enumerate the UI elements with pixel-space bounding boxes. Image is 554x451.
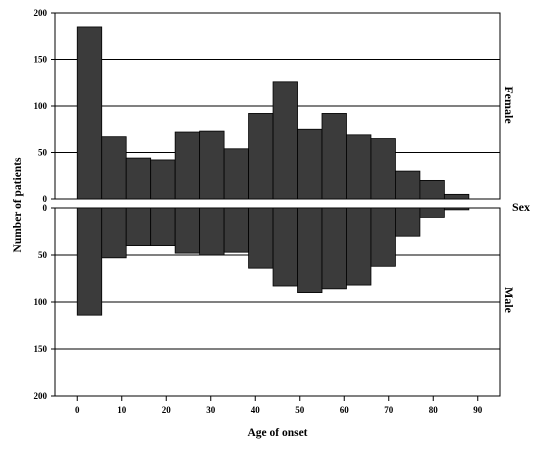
x-axis-title: Age of onset (247, 427, 307, 439)
x-axis: 0 10 20 30 40 50 60 70 80 90 (75, 396, 483, 415)
y-tick-label-male-150: 150 (34, 344, 48, 354)
x-tick-label-80: 80 (429, 405, 439, 415)
bar-male-0 (76, 207, 103, 316)
bar-male-1 (101, 207, 127, 259)
x-tick-label-20: 20 (162, 405, 172, 415)
bar-female-5 (199, 130, 225, 200)
y-tick-label-male-100: 100 (34, 297, 48, 307)
bar-male-7 (248, 207, 274, 269)
panel-male: 0 50 100 150 200 (34, 203, 501, 401)
x-tick-label-10: 10 (117, 405, 127, 415)
bar-male-13 (395, 207, 421, 237)
x-tick-label-60: 60 (340, 405, 350, 415)
bar-male-8 (272, 207, 298, 287)
bar-female-1 (101, 136, 127, 200)
bar-male-5 (199, 207, 225, 256)
bar-female-15 (443, 193, 470, 200)
bar-male-15 (443, 207, 470, 211)
y-tick-label-female-50: 50 (38, 148, 48, 158)
bar-male-10 (321, 207, 347, 290)
bar-female-0 (76, 26, 103, 200)
bar-female-8 (272, 81, 298, 200)
bar-female-12 (370, 138, 396, 200)
bar-male-9 (297, 207, 323, 293)
bar-female-4 (174, 131, 201, 200)
bar-male-2 (125, 207, 152, 246)
y-tick-label-female-100: 100 (34, 101, 48, 111)
bar-female-9 (297, 128, 323, 200)
y-tick-label-female-150: 150 (34, 55, 48, 65)
bar-male-6 (223, 207, 249, 253)
bar-male-11 (346, 207, 372, 286)
facet-label-female: Female (502, 86, 516, 124)
bar-male-14 (419, 207, 445, 218)
bar-female-14 (419, 179, 445, 200)
x-tick-label-40: 40 (251, 405, 261, 415)
y-tick-label-female-0: 0 (43, 194, 48, 204)
y-tick-label-male-50: 50 (38, 250, 48, 260)
bar-female-7 (248, 113, 274, 200)
panel-female: 0 50 100 150 200 (34, 8, 501, 204)
bar-female-11 (346, 134, 372, 200)
bar-male-3 (150, 207, 176, 246)
facet-title: Sex (512, 200, 530, 214)
x-tick-label-0: 0 (75, 405, 80, 415)
x-tick-label-70: 70 (384, 405, 394, 415)
bar-female-2 (125, 157, 152, 200)
y-tick-label-male-200: 200 (34, 391, 48, 401)
bar-female-10 (321, 113, 347, 200)
y-axis-title: Number of patients (12, 157, 24, 253)
facet-label-male: Male (502, 287, 516, 314)
x-tick-label-30: 30 (206, 405, 216, 415)
bar-female-13 (395, 170, 421, 200)
bar-female-6 (223, 148, 249, 200)
y-tick-label-female-200: 200 (34, 8, 48, 18)
bar-male-4 (174, 207, 201, 254)
x-tick-label-90: 90 (473, 405, 483, 415)
bar-female-3 (150, 159, 176, 200)
bar-male-12 (370, 207, 396, 267)
y-tick-label-male-0: 0 (43, 203, 48, 213)
x-tick-label-50: 50 (295, 405, 305, 415)
